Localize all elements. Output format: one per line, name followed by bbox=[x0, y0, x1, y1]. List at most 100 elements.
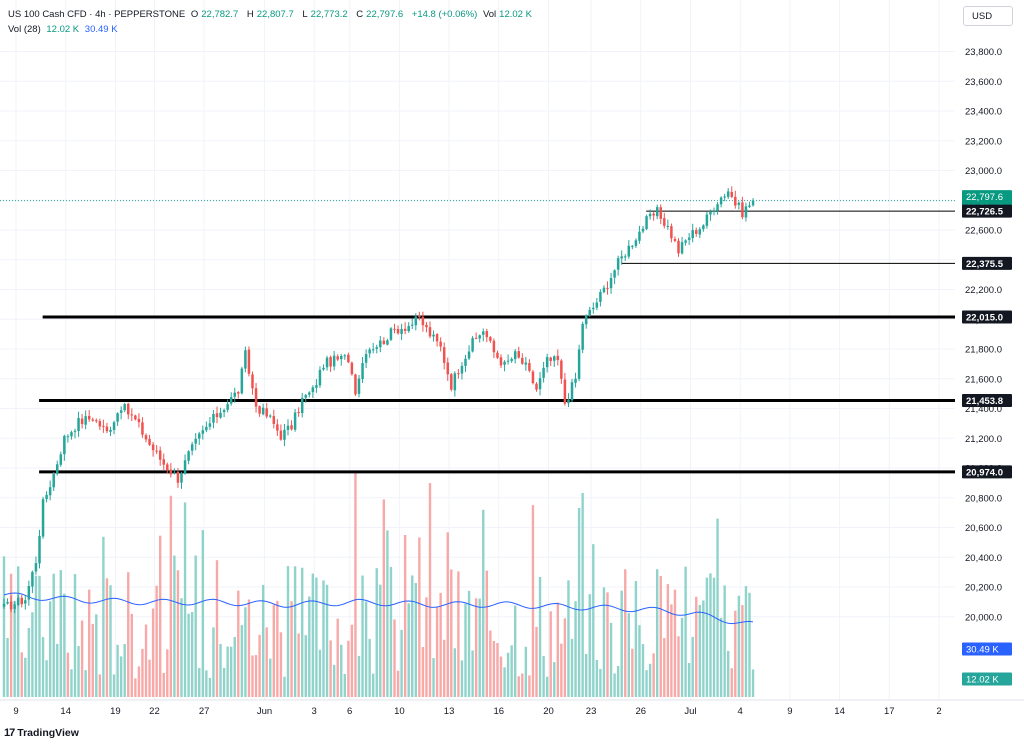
y-tick-label: 23,200.0 bbox=[965, 136, 1002, 147]
volume-bar bbox=[119, 656, 123, 697]
candle-body bbox=[563, 379, 567, 404]
candle-body bbox=[553, 356, 556, 361]
volume-bar bbox=[173, 555, 176, 697]
volume-bar bbox=[506, 652, 510, 697]
volume-bar bbox=[340, 644, 343, 697]
candle-body bbox=[80, 418, 84, 425]
volume-bar bbox=[585, 654, 588, 697]
legend-symbol[interactable]: US 100 Cash CFD · 4h · PEPPERSTONE bbox=[8, 9, 186, 20]
candle-body bbox=[492, 340, 496, 353]
candle-body bbox=[592, 307, 595, 310]
volume-bar bbox=[109, 585, 112, 697]
volume-bar bbox=[439, 592, 442, 697]
candle-body bbox=[343, 355, 347, 357]
volume-bar bbox=[567, 580, 570, 697]
candle-body bbox=[208, 423, 212, 427]
volume-bar bbox=[499, 656, 503, 697]
volume-bar bbox=[492, 640, 496, 697]
candle-body bbox=[38, 535, 41, 564]
candle-layer bbox=[2, 186, 755, 614]
y-tick-label: 22,200.0 bbox=[965, 285, 1002, 296]
candle-body bbox=[155, 450, 158, 452]
legend-close: 22,797.6 bbox=[366, 9, 404, 20]
candle-body bbox=[588, 309, 591, 315]
candle-body bbox=[45, 494, 48, 500]
candle-body bbox=[237, 392, 240, 394]
volume-bar bbox=[343, 673, 346, 697]
candle-body bbox=[318, 369, 322, 386]
y-tick-label: 21,400.0 bbox=[965, 404, 1002, 415]
legend-vol-ma-1: 12.02 K bbox=[46, 24, 80, 35]
volume-bar bbox=[638, 625, 641, 697]
volume-bar bbox=[418, 537, 421, 697]
y-tick-label: 21,200.0 bbox=[965, 434, 1002, 445]
volume-bar bbox=[609, 622, 613, 697]
candle-body bbox=[663, 218, 666, 226]
candle-body bbox=[542, 367, 545, 378]
candle-body bbox=[666, 225, 670, 227]
candle-body bbox=[272, 416, 276, 424]
volume-bar bbox=[329, 640, 332, 697]
candle-body bbox=[244, 350, 247, 369]
volume-bar bbox=[737, 595, 741, 697]
candle-body bbox=[627, 245, 631, 257]
y-tick-label: 23,800.0 bbox=[965, 47, 1002, 58]
volume-bar bbox=[77, 646, 80, 697]
candle-body bbox=[489, 337, 492, 341]
volume-bar bbox=[677, 636, 680, 697]
legend-vol-ma-label[interactable]: Vol (28) bbox=[8, 24, 41, 35]
volume-bar bbox=[59, 570, 62, 697]
volume-bar bbox=[400, 629, 403, 697]
candle-body bbox=[396, 328, 400, 334]
volume-bar bbox=[98, 674, 102, 697]
level-tag-bg bbox=[962, 256, 1012, 270]
tradingview-footer[interactable]: 17 TradingView bbox=[4, 727, 79, 739]
candle-body bbox=[198, 433, 201, 439]
volume-bar bbox=[457, 571, 460, 697]
tradingview-logo-icon: 17 bbox=[4, 727, 15, 739]
candle-body bbox=[414, 316, 418, 326]
candle-body bbox=[347, 354, 350, 363]
volume-bar bbox=[31, 612, 34, 697]
candle-body bbox=[624, 256, 627, 258]
candle-body bbox=[233, 392, 236, 397]
currency-button[interactable]: USD bbox=[963, 6, 1013, 26]
volume-bar bbox=[226, 646, 229, 697]
candle-body bbox=[66, 436, 70, 438]
candle-body bbox=[510, 358, 513, 361]
volume-bar bbox=[595, 660, 599, 697]
volume-bar bbox=[187, 613, 190, 697]
volume-bar bbox=[432, 658, 435, 697]
x-tick-label: 2 bbox=[936, 706, 941, 717]
candle-body bbox=[251, 374, 254, 389]
candle-body bbox=[638, 231, 641, 241]
candle-body bbox=[673, 238, 677, 241]
legend-open-label: O bbox=[190, 9, 199, 20]
y-tick-label: 20,600.0 bbox=[965, 523, 1002, 534]
candle-body bbox=[386, 340, 389, 345]
volume-bar bbox=[691, 636, 694, 697]
volume-bar bbox=[347, 640, 350, 697]
candle-body bbox=[364, 354, 368, 363]
volume-bar bbox=[670, 604, 673, 697]
volume-bar bbox=[538, 576, 542, 697]
candle-body bbox=[567, 399, 570, 404]
candle-body bbox=[503, 361, 506, 365]
candle-body bbox=[524, 362, 528, 365]
candle-body bbox=[16, 597, 20, 605]
volume-bar bbox=[24, 657, 27, 697]
volume-bar bbox=[592, 544, 595, 697]
candle-body bbox=[116, 413, 119, 422]
volume-bar bbox=[261, 585, 265, 697]
volume-bar bbox=[95, 614, 98, 697]
candle-body bbox=[332, 355, 336, 367]
y-tick-label: 21,800.0 bbox=[965, 345, 1002, 356]
candle-body bbox=[407, 325, 410, 332]
volume-bar bbox=[379, 584, 382, 697]
x-tick-label: 14 bbox=[834, 706, 845, 717]
volume-bar bbox=[751, 669, 755, 697]
candle-body bbox=[613, 270, 616, 278]
candle-body bbox=[258, 406, 261, 414]
